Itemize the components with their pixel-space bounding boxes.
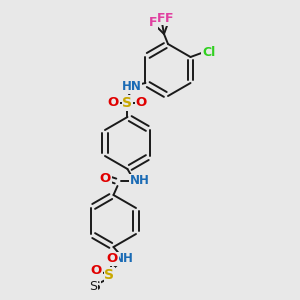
Text: S: S [91,280,100,293]
Text: O: O [136,97,147,110]
Text: F: F [148,16,157,29]
Text: S: S [122,96,133,110]
Text: NH: NH [113,253,134,266]
Text: O: O [107,253,118,266]
Text: O: O [100,172,111,185]
Text: O: O [91,265,102,278]
Text: HN: HN [122,80,141,94]
Text: NH: NH [130,175,149,188]
Text: O: O [108,97,119,110]
Text: F: F [157,12,166,25]
Text: S: S [104,268,115,282]
Text: Cl: Cl [202,46,215,59]
Text: F: F [165,13,174,26]
Text: S: S [89,280,98,293]
